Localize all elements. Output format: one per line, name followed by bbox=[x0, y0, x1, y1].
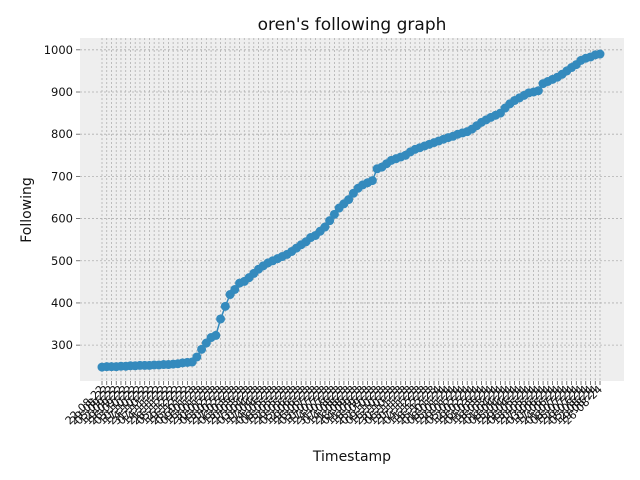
y-tick-label: 1000 bbox=[44, 43, 73, 57]
y-tick-label: 400 bbox=[51, 296, 73, 310]
y-axis-label: Following bbox=[19, 177, 35, 243]
y-tick-label: 500 bbox=[51, 254, 73, 268]
data-point bbox=[344, 195, 354, 205]
x-axis-ticks: 22-08-2229-08-2205-09-2212-09-2219-09-22… bbox=[63, 381, 605, 427]
data-point bbox=[211, 330, 221, 340]
y-tick-label: 300 bbox=[51, 338, 73, 352]
data-point bbox=[230, 284, 240, 294]
data-point bbox=[367, 176, 377, 186]
y-tick-label: 600 bbox=[51, 212, 73, 226]
y-axis-ticks: 300 400 500 600 700 800 900 1000 bbox=[44, 43, 80, 352]
data-point bbox=[220, 301, 230, 311]
x-axis-label: Timestamp bbox=[312, 449, 391, 465]
y-tick-label: 800 bbox=[51, 127, 73, 141]
data-point bbox=[325, 216, 335, 226]
data-point bbox=[192, 352, 202, 362]
y-tick-label: 900 bbox=[51, 85, 73, 99]
data-point bbox=[329, 209, 339, 219]
data-point bbox=[216, 314, 226, 324]
data-point bbox=[197, 344, 207, 354]
y-tick-label: 700 bbox=[51, 169, 73, 183]
data-point bbox=[533, 86, 543, 96]
x-gridlines bbox=[101, 38, 601, 381]
data-point bbox=[320, 222, 330, 232]
chart-title: oren's following graph bbox=[258, 15, 447, 35]
data-point bbox=[595, 49, 605, 59]
series-points bbox=[97, 49, 605, 372]
